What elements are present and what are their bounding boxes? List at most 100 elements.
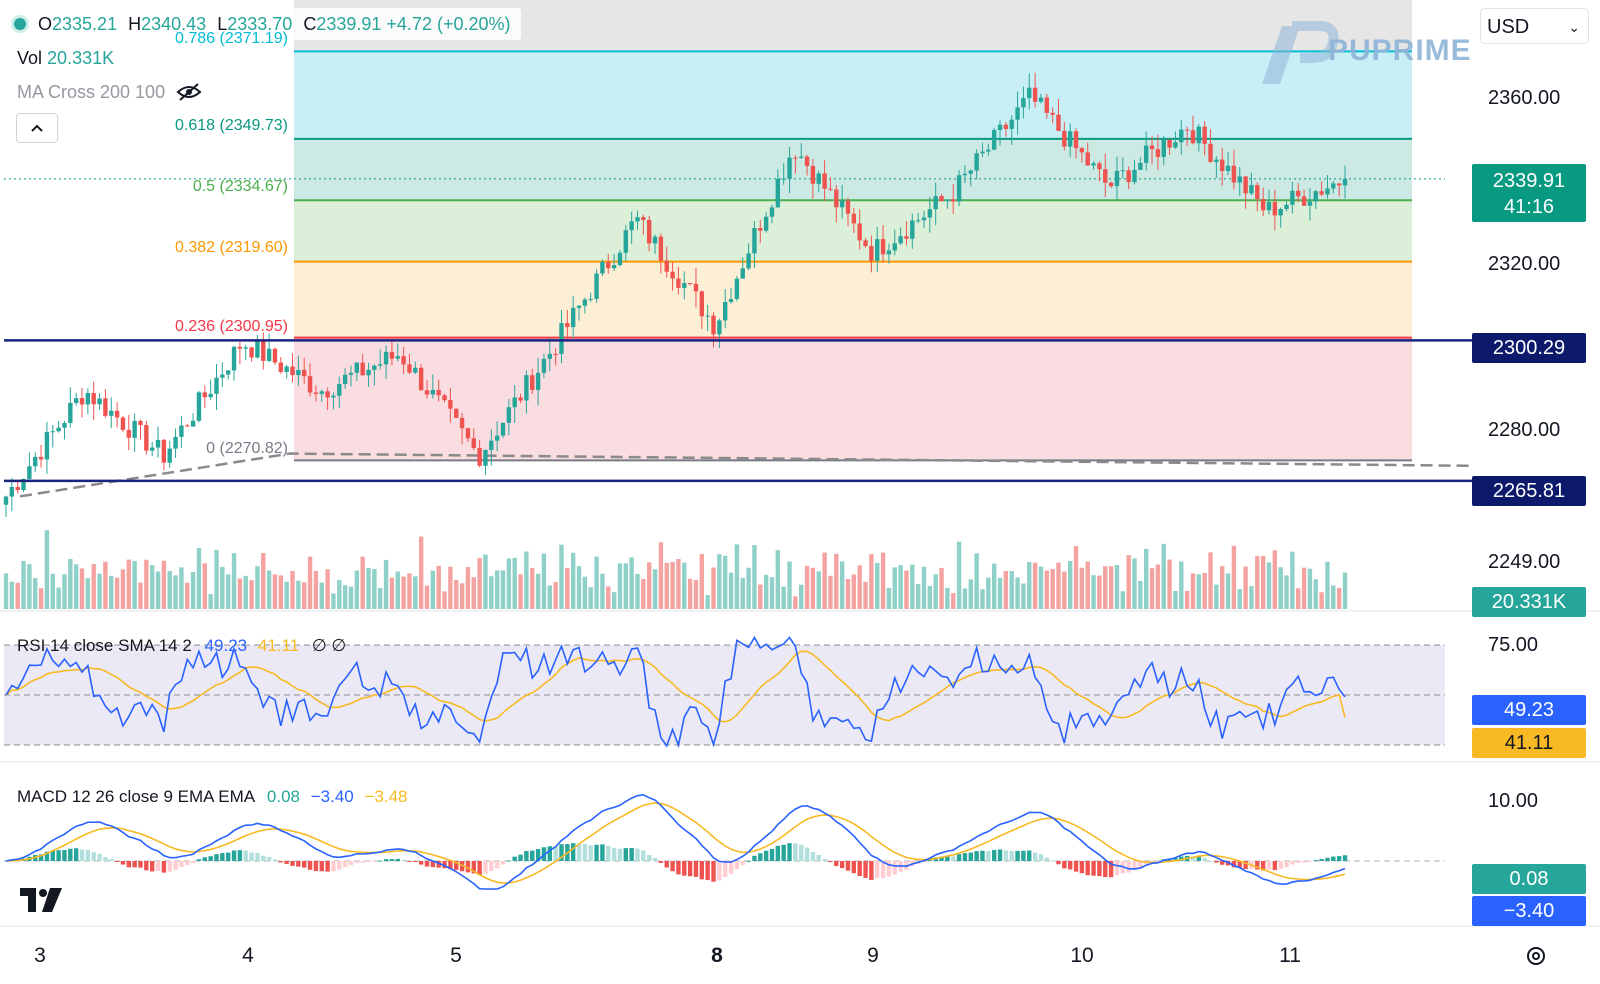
macd-histogram-bar (1272, 861, 1278, 871)
rsi-value: 49.23 (204, 636, 248, 655)
macd-histogram-bar (454, 861, 459, 871)
time-tick: 10 (1070, 944, 1094, 967)
candle-body (1301, 196, 1307, 206)
candle-body (179, 425, 184, 437)
macd-histogram-bar (325, 861, 330, 872)
candle-body (1214, 159, 1219, 162)
candle-body (489, 440, 494, 450)
macd-histogram-bar (693, 861, 699, 877)
candle-body (1097, 163, 1102, 170)
macd-histogram-bar (114, 861, 120, 862)
volume-bar (179, 567, 184, 609)
volume-bar (109, 575, 114, 609)
eye-hidden-icon[interactable] (176, 82, 202, 102)
candle-body (383, 351, 389, 365)
volume-bar (196, 548, 202, 609)
macd-histogram-bar (1278, 861, 1283, 870)
volume-bar (723, 555, 728, 609)
volume-bar (290, 570, 295, 609)
volume-bar (342, 585, 348, 609)
candle-body (243, 347, 248, 349)
volume-bar (418, 536, 424, 609)
candle-body (1296, 190, 1301, 197)
macd-histogram-bar (799, 844, 804, 861)
macd-histogram-bar (699, 861, 705, 880)
macd-histogram-bar (337, 861, 342, 870)
candle-body (933, 196, 938, 210)
macd-histogram-bar (185, 861, 190, 866)
currency-select[interactable]: USD ⌄ (1480, 8, 1589, 44)
macd-histogram-bar (378, 860, 383, 862)
candle-body (91, 392, 96, 405)
volume-bar (120, 569, 126, 609)
volume-bar (869, 554, 874, 609)
tradingview-logo-icon[interactable] (20, 888, 64, 914)
volume-bar (641, 579, 646, 609)
macd-histogram-bar (144, 861, 149, 871)
rsi-sma-value: 41.11 (257, 636, 300, 655)
candle-body (249, 347, 254, 358)
macd-histogram-bar (1301, 861, 1307, 863)
candle-body (734, 278, 740, 300)
candle-body (1272, 201, 1278, 216)
candle-body (155, 439, 161, 448)
macd-histogram-bar (606, 845, 611, 861)
volume-bar (208, 594, 213, 609)
candle-body (1237, 176, 1242, 183)
fib-label-0382: 0.382 (2319.60) (175, 239, 288, 256)
macd-histogram-bar (202, 857, 208, 861)
macd-histogram-bar (939, 856, 944, 861)
macd-histogram-bar (3, 861, 9, 862)
macd-histogram-bar (1056, 861, 1061, 865)
macd-legend[interactable]: MACD 12 26 close 9 EMA EMA 0.08 −3.40 −3… (17, 787, 407, 807)
volume-bar (793, 596, 798, 609)
candle-body (974, 153, 979, 171)
candle-body (1038, 97, 1044, 102)
volume-bar (1190, 573, 1196, 609)
volume-legend[interactable]: Vol 20.331K (17, 48, 114, 69)
macd-histogram-bar (436, 861, 441, 868)
macd-histogram-bar (1208, 860, 1213, 862)
collapse-legend-button[interactable] (16, 113, 58, 143)
rsi-extra: ∅ ∅ (311, 636, 347, 655)
last-price-value: 2339.91 (1492, 170, 1566, 192)
candle-body (682, 283, 687, 288)
volume-bar (103, 561, 108, 609)
candle-body (962, 173, 968, 176)
ma-cross-legend[interactable]: MA Cross 200 100 (17, 82, 202, 103)
volume-bar (646, 562, 652, 609)
candle-body (325, 391, 330, 398)
candle-body (167, 448, 172, 463)
macd-histogram-bar (62, 850, 67, 861)
macd-histogram-bar (109, 859, 114, 861)
candle-body (173, 436, 178, 449)
macd-histogram-bar (1149, 861, 1155, 862)
candle-body (33, 456, 38, 467)
settings-gear-icon[interactable] (1524, 944, 1548, 968)
volume-bar (489, 576, 494, 609)
volume-bar (974, 553, 979, 609)
macd-histogram-bar (1179, 856, 1184, 861)
rsi-legend[interactable]: RSI 14 close SMA 14 2 49.23 41.11 ∅ ∅ (17, 636, 346, 656)
volume-bar (600, 573, 605, 609)
macd-histogram-bar (307, 861, 313, 870)
candle-body (717, 320, 722, 335)
volume-bar (27, 564, 32, 609)
candle-body (1132, 169, 1137, 183)
candle-body (424, 390, 430, 395)
volume-bar (1284, 575, 1289, 609)
macd-histogram-bar (302, 861, 307, 868)
macd-histogram-bar (430, 861, 436, 868)
candle-body (1325, 188, 1330, 195)
chevron-up-icon (31, 124, 43, 132)
volume-bar (962, 588, 968, 609)
candle-body (1062, 130, 1067, 147)
candle-body (1342, 178, 1348, 186)
macd-histogram-bar (331, 861, 336, 872)
macd-histogram-bar (56, 850, 61, 861)
macd-histogram-bar (524, 851, 529, 861)
macd-histogram-bar (442, 861, 447, 869)
macd-histogram-bar (91, 852, 96, 861)
volume-bar (892, 567, 897, 609)
